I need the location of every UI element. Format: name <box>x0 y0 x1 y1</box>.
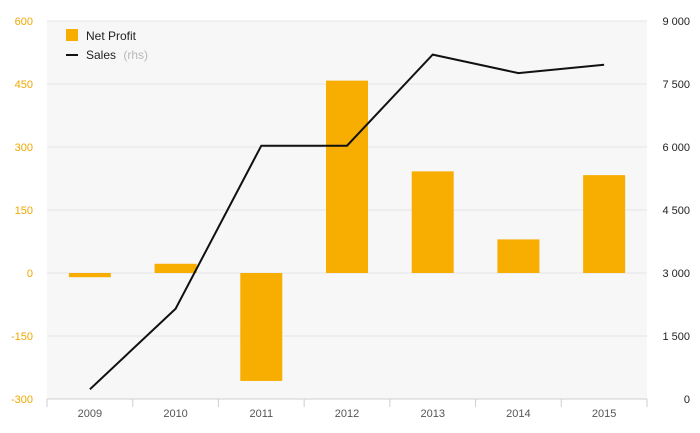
net-profit-bar-2013 <box>411 171 454 273</box>
net-profit-bar-2014 <box>497 239 540 273</box>
net-profit-bar-2009 <box>68 273 111 278</box>
legend-sales-label: Sales (rhs) <box>86 48 148 62</box>
left-tick-label: -150 <box>11 331 33 343</box>
right-axis: 9 000 7 500 6 000 4 500 3 000 1 500 0 <box>662 16 690 406</box>
left-tick-label: 450 <box>15 79 33 91</box>
net-profit-bar-2011 <box>240 273 283 381</box>
right-tick-label: 0 <box>684 394 690 406</box>
net-profit-bar-2012 <box>326 80 368 273</box>
x-tick-label-2010: 2010 <box>163 408 187 420</box>
left-tick-label: 150 <box>15 205 33 217</box>
left-tick-label: 300 <box>15 142 33 154</box>
right-tick-label: 9 000 <box>662 16 690 28</box>
left-tick-label: 0 <box>27 268 33 280</box>
x-axis: 2009 2010 2011 2012 2013 2014 2015 <box>46 398 648 420</box>
left-tick-label: 600 <box>15 16 33 28</box>
legend: Net Profit Sales (rhs) <box>66 29 148 62</box>
right-tick-label: 3 000 <box>662 268 690 280</box>
left-axis: 600 450 300 150 0 -150 -300 <box>11 16 33 406</box>
right-tick-label: 4 500 <box>662 205 690 217</box>
x-tick-label-2015: 2015 <box>592 408 616 420</box>
right-tick-label: 1 500 <box>662 331 690 343</box>
right-tick-label: 7 500 <box>662 79 690 91</box>
net-profit-bar-2010 <box>154 263 197 273</box>
x-tick-label-2009: 2009 <box>78 408 102 420</box>
legend-net-profit-swatch <box>66 29 78 41</box>
x-tick-label-2014: 2014 <box>506 408 530 420</box>
x-tick-label-2011: 2011 <box>249 408 273 420</box>
net-profit-bar-2015 <box>583 175 626 273</box>
legend-sales-suffix: (rhs) <box>123 48 148 62</box>
sales-line <box>89 53 605 391</box>
right-tick-label: 6 000 <box>662 142 690 154</box>
x-tick-label-2012: 2012 <box>335 408 359 420</box>
x-tick-label-2013: 2013 <box>420 408 444 420</box>
left-tick-label: -300 <box>11 394 33 406</box>
legend-sales-name: Sales <box>86 48 116 62</box>
legend-net-profit-label: Net Profit <box>86 29 137 43</box>
net-profit-bars <box>68 80 626 381</box>
sales-line-layer <box>89 53 605 391</box>
